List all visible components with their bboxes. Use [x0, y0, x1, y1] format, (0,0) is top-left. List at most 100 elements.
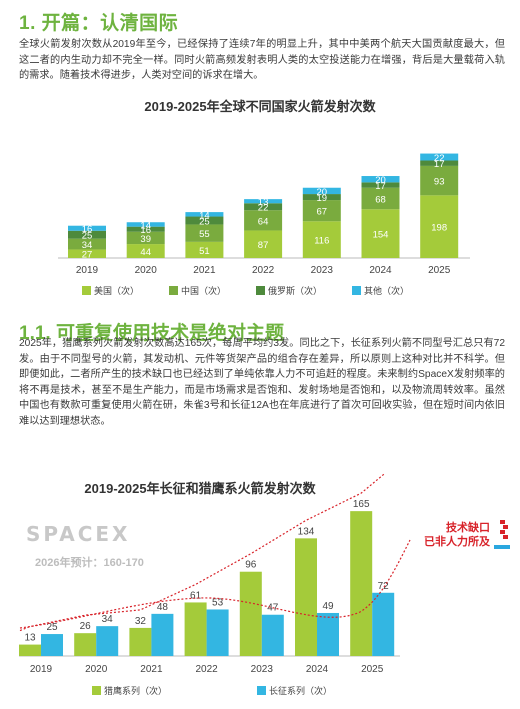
bar-segment: [126, 244, 165, 258]
bar: [372, 592, 395, 656]
gap-note-line1: 技术缺口: [446, 522, 490, 534]
bar-segment: [420, 195, 459, 258]
data-label: 93: [434, 177, 445, 188]
x-tick-label: 2025: [361, 664, 384, 675]
data-label: 17: [375, 181, 386, 192]
data-label: 116: [314, 236, 329, 247]
bar-segment: [68, 225, 106, 231]
legend-label: 猎鹰系列（次）: [104, 686, 168, 696]
section-title-1: 1. 开篇：认清国际: [19, 13, 179, 34]
legend-swatch: [256, 286, 266, 295]
bar: [151, 613, 174, 656]
data-label: 32: [135, 616, 147, 627]
data-label: 49: [322, 601, 334, 612]
bar: [206, 609, 229, 656]
chart1-legend: 美国（次） 中国（次） 俄罗斯（次） 其他（次）: [82, 284, 409, 297]
bar-segment: [420, 165, 459, 196]
gap-note-line2: 已非人力所及: [424, 536, 490, 548]
data-label: 53: [212, 597, 224, 608]
legend-swatch: [352, 286, 362, 295]
legend-label: 其他（次）: [364, 286, 410, 296]
bar: [96, 626, 119, 656]
bar: [317, 612, 339, 656]
data-label: 14: [199, 210, 210, 221]
data-label: 13: [24, 633, 36, 644]
x-tick-label: 2021: [140, 664, 163, 675]
intro-paragraph: 全球火箭发射次数从2019年至今，已经保持了连续7年的明显上升，其中中美两个航天…: [19, 39, 505, 82]
chart2-legend: 猎鹰系列（次） 长征系列（次）: [92, 684, 332, 697]
data-label: 34: [82, 240, 93, 251]
bar-segment: [126, 231, 165, 245]
legend-item: 猎鹰系列（次）: [92, 684, 167, 697]
data-label: 16: [82, 224, 93, 235]
x-tick-label: 2020: [135, 265, 158, 276]
bar-segment: [68, 230, 106, 239]
legend-item: 其他（次）: [352, 284, 409, 297]
chart2-title: 2019-2025年长征和猎鹰系火箭发射次数: [84, 481, 316, 496]
bar: [261, 614, 284, 656]
x-tick-label: 2022: [252, 265, 275, 276]
data-label: 96: [245, 560, 257, 571]
reuse-paragraph: 2025年，猎鹰系列火箭发射次数高达165次，每周平均约3发。同比之下，长征系列…: [19, 338, 505, 427]
data-label: 16: [140, 225, 151, 236]
bar-segment: [244, 199, 283, 204]
data-label: 39: [140, 234, 151, 245]
legend-swatch: [257, 686, 267, 695]
data-label: 25: [82, 231, 93, 242]
bar-segment: [361, 209, 400, 258]
bar-segment: [126, 222, 165, 227]
bar: [239, 571, 262, 656]
bar-segment: [302, 194, 341, 201]
spacex-logo: SPACEX: [26, 522, 131, 546]
x-tick-label: 2021: [193, 265, 216, 276]
legend-item: 美国（次）: [82, 284, 139, 297]
bar-segment: [302, 221, 341, 258]
bar: [74, 633, 97, 656]
x-tick-label: 2022: [195, 664, 218, 675]
x-tick-label: 2023: [251, 664, 274, 675]
bar-segment: [244, 230, 283, 258]
data-label: 22: [258, 203, 269, 214]
x-tick-label: 2020: [85, 664, 108, 675]
legend-swatch: [82, 286, 91, 295]
bar-segment: [244, 203, 283, 211]
section-title-2: 1.1. 可重复使用技术是绝对主题: [19, 323, 284, 344]
bar-segment: [361, 176, 400, 183]
bar: [19, 644, 41, 656]
chart1-title: 2019-2025年全球不同国家火箭发射次数: [144, 99, 376, 114]
legend-label: 长征系列（次）: [269, 686, 333, 696]
gap-note: 技术缺口 已非人力所及: [418, 521, 490, 549]
bar: [41, 634, 63, 656]
data-label: 13: [258, 197, 269, 208]
bar: [350, 511, 373, 656]
data-label: 14: [140, 220, 151, 231]
data-label: 67: [317, 207, 328, 218]
bar: [129, 627, 152, 656]
bar-segment: [68, 249, 106, 258]
data-label: 25: [46, 622, 58, 633]
ladder-icon: [494, 520, 510, 549]
legend-swatch: [169, 286, 179, 295]
x-tick-label: 2023: [311, 265, 334, 276]
legend-label: 俄罗斯（次）: [268, 286, 323, 296]
bar-segment: [420, 160, 459, 166]
data-label: 134: [298, 526, 315, 537]
data-label: 68: [375, 194, 386, 205]
x-tick-label: 2019: [76, 265, 99, 276]
legend-label: 美国（次）: [94, 286, 140, 296]
bar-segment: [302, 200, 341, 222]
data-label: 55: [199, 229, 210, 240]
data-label: 20: [375, 175, 386, 186]
bar-segment: [244, 210, 283, 231]
bar-segment: [68, 238, 106, 250]
data-label: 34: [102, 614, 114, 625]
legend-label: 中国（次）: [181, 286, 227, 296]
forecast-2026: 2026年预计：160-170: [35, 557, 144, 569]
x-tick-label: 2025: [428, 265, 451, 276]
data-label: 198: [431, 223, 447, 234]
data-label: 48: [157, 602, 169, 613]
data-label: 26: [80, 621, 92, 632]
bar: [184, 602, 207, 656]
